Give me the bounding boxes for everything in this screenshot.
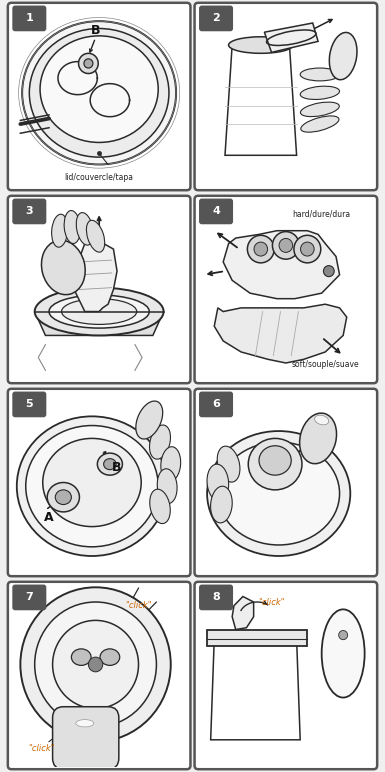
Text: 7: 7	[25, 592, 33, 602]
Ellipse shape	[149, 425, 171, 459]
Ellipse shape	[300, 86, 340, 100]
FancyBboxPatch shape	[199, 198, 233, 225]
Circle shape	[254, 242, 268, 256]
Ellipse shape	[86, 220, 105, 252]
Polygon shape	[74, 238, 117, 312]
Ellipse shape	[136, 401, 163, 439]
FancyBboxPatch shape	[8, 196, 191, 383]
Ellipse shape	[26, 425, 158, 547]
Circle shape	[84, 59, 93, 68]
Ellipse shape	[150, 489, 170, 523]
Text: lid/couvercle/tapa: lid/couvercle/tapa	[65, 173, 134, 182]
FancyBboxPatch shape	[53, 706, 119, 769]
Text: "click": "click"	[258, 598, 285, 607]
Polygon shape	[223, 231, 340, 299]
Ellipse shape	[300, 413, 336, 464]
Ellipse shape	[248, 438, 302, 490]
FancyBboxPatch shape	[8, 582, 191, 769]
Ellipse shape	[300, 68, 340, 81]
Polygon shape	[225, 45, 296, 155]
FancyBboxPatch shape	[12, 584, 46, 611]
Ellipse shape	[49, 295, 149, 328]
Text: 1: 1	[25, 13, 33, 23]
Ellipse shape	[315, 415, 329, 425]
Circle shape	[79, 53, 98, 73]
Polygon shape	[207, 629, 307, 646]
Text: "click": "click"	[28, 744, 55, 753]
Ellipse shape	[329, 32, 357, 80]
Circle shape	[20, 587, 171, 742]
Ellipse shape	[207, 431, 350, 556]
Text: 4: 4	[212, 206, 220, 216]
FancyBboxPatch shape	[12, 5, 46, 32]
Circle shape	[273, 232, 299, 259]
Ellipse shape	[35, 288, 164, 335]
Circle shape	[53, 621, 139, 709]
Ellipse shape	[217, 446, 240, 482]
FancyBboxPatch shape	[12, 391, 46, 418]
Text: soft/souple/suave: soft/souple/suave	[291, 361, 359, 369]
FancyBboxPatch shape	[194, 3, 377, 190]
FancyBboxPatch shape	[199, 391, 233, 418]
Circle shape	[35, 602, 156, 727]
Text: 2: 2	[212, 13, 220, 23]
Text: 3: 3	[25, 206, 33, 216]
Ellipse shape	[22, 21, 176, 164]
Ellipse shape	[47, 482, 79, 512]
FancyBboxPatch shape	[194, 582, 377, 769]
Ellipse shape	[229, 37, 293, 53]
Polygon shape	[232, 597, 254, 629]
Circle shape	[339, 631, 348, 640]
Ellipse shape	[29, 29, 169, 157]
Circle shape	[89, 657, 103, 672]
Polygon shape	[211, 638, 300, 740]
Ellipse shape	[100, 648, 120, 665]
Ellipse shape	[211, 486, 232, 523]
Polygon shape	[264, 23, 318, 52]
Ellipse shape	[97, 453, 122, 475]
Ellipse shape	[64, 211, 80, 243]
Ellipse shape	[17, 416, 167, 556]
Ellipse shape	[55, 490, 71, 505]
Ellipse shape	[207, 464, 229, 501]
Ellipse shape	[321, 609, 365, 698]
Ellipse shape	[218, 442, 340, 545]
Circle shape	[323, 266, 334, 276]
Ellipse shape	[259, 445, 291, 475]
Ellipse shape	[300, 102, 339, 117]
Ellipse shape	[43, 438, 141, 527]
Ellipse shape	[40, 36, 158, 143]
FancyBboxPatch shape	[194, 389, 377, 576]
Ellipse shape	[157, 469, 177, 503]
FancyBboxPatch shape	[8, 389, 191, 576]
Circle shape	[301, 242, 314, 256]
Ellipse shape	[52, 214, 68, 247]
Text: B: B	[112, 462, 122, 474]
Circle shape	[279, 239, 293, 252]
FancyBboxPatch shape	[8, 3, 191, 190]
Ellipse shape	[161, 447, 181, 482]
FancyBboxPatch shape	[199, 5, 233, 32]
Text: 8: 8	[212, 592, 220, 602]
Ellipse shape	[104, 459, 116, 469]
Ellipse shape	[76, 720, 94, 727]
Text: A: A	[44, 511, 54, 524]
Ellipse shape	[76, 212, 94, 245]
Ellipse shape	[42, 240, 85, 295]
Ellipse shape	[62, 299, 137, 324]
Polygon shape	[35, 312, 164, 335]
Polygon shape	[214, 304, 347, 363]
FancyBboxPatch shape	[194, 196, 377, 383]
Text: B: B	[91, 24, 100, 37]
Text: "click": "click"	[125, 601, 152, 610]
FancyBboxPatch shape	[199, 584, 233, 611]
FancyBboxPatch shape	[12, 198, 46, 225]
Circle shape	[294, 235, 321, 262]
Ellipse shape	[71, 648, 91, 665]
Ellipse shape	[301, 116, 339, 132]
Text: hard/dure/dura: hard/dure/dura	[293, 210, 351, 218]
Text: 6: 6	[212, 399, 220, 409]
Text: 5: 5	[25, 399, 33, 409]
Circle shape	[248, 235, 274, 262]
